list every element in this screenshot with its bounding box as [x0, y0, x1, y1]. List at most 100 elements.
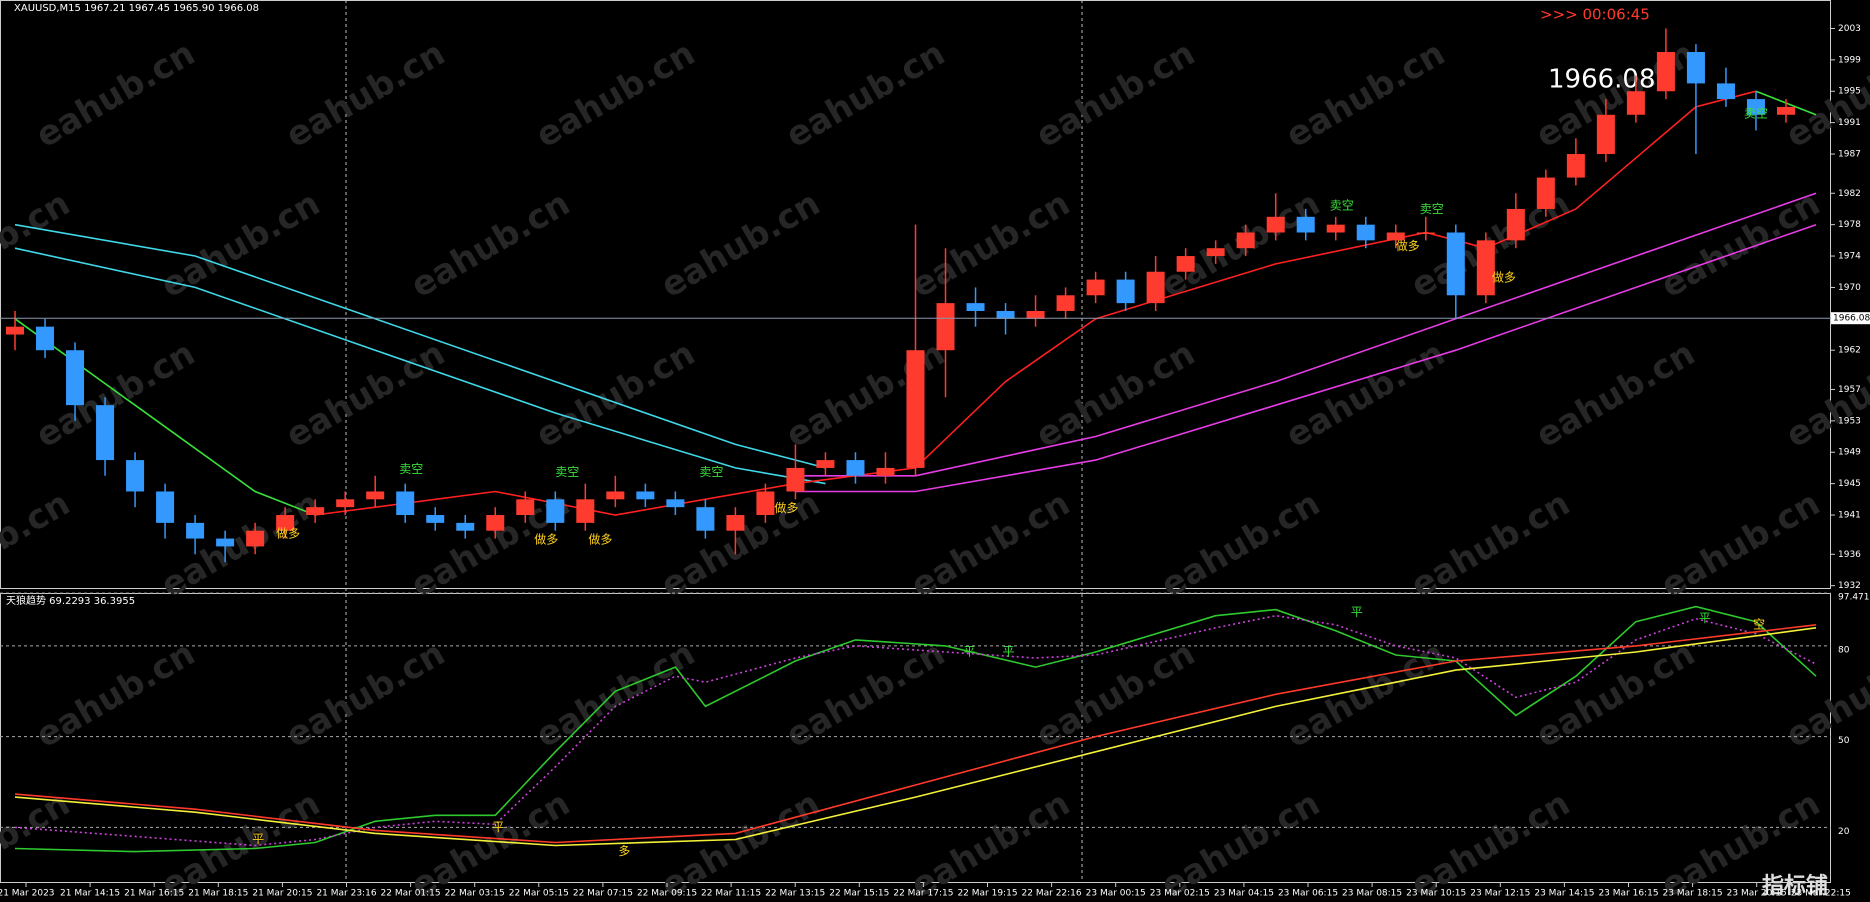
last-price-label: 1966.08: [1833, 314, 1870, 324]
signal-label: 卖空: [699, 465, 723, 479]
y-tick-label: 1932: [1838, 581, 1861, 591]
candle-body: [36, 326, 55, 351]
x-tick-label: 23 Mar 22:15: [1791, 889, 1851, 899]
candle-body: [246, 530, 265, 547]
x-tick-label: 21 Mar 16:15: [124, 889, 184, 899]
candle-body: [1236, 232, 1255, 249]
candle-body: [156, 491, 175, 523]
y-tick-label: 1995: [1838, 87, 1861, 97]
candle-body: [96, 405, 115, 461]
x-tick-label: 21 Mar 20:15: [252, 889, 312, 899]
candle-body: [1656, 52, 1675, 92]
y-tick-label: 1945: [1838, 479, 1861, 489]
candle-body: [306, 507, 325, 516]
candle-body: [1716, 83, 1735, 100]
candle-body: [816, 460, 835, 468]
candle-body: [636, 491, 655, 500]
candle-body: [1026, 310, 1045, 319]
signal-label: 多: [618, 844, 630, 858]
y-tick-label: 2003: [1838, 24, 1861, 34]
candle-body: [216, 538, 235, 547]
candle-body: [666, 499, 685, 508]
candle-body: [696, 507, 715, 531]
x-tick-label: 23 Mar 18:15: [1663, 889, 1723, 899]
y-tick-label: 1982: [1838, 189, 1861, 199]
candle-body: [1356, 224, 1375, 241]
candle-body: [996, 310, 1015, 319]
signal-label: 平: [1699, 611, 1711, 625]
candle-body: [66, 350, 85, 406]
x-tick-label: 23 Mar 20:15: [1727, 889, 1787, 899]
x-tick-label: 22 Mar 01:15: [381, 889, 441, 899]
indicator-title: 天狼趋势 69.2293 36.3955: [6, 594, 135, 607]
signal-label: 平: [252, 832, 264, 846]
candle-body: [426, 515, 445, 523]
candle-body: [1596, 114, 1615, 155]
candle-body: [1326, 224, 1345, 233]
signal-label: 平: [1003, 644, 1015, 658]
candle-body: [516, 499, 535, 516]
y-tick-label: 80: [1838, 645, 1850, 655]
x-tick-label: 22 Mar 09:15: [637, 889, 697, 899]
x-tick-label: 21 Mar 23:16: [316, 889, 376, 899]
candle-body: [1086, 279, 1105, 296]
y-tick-label: 1936: [1838, 550, 1861, 560]
candle-body: [336, 499, 355, 508]
signal-label: 做多: [1396, 238, 1420, 253]
candle-body: [6, 326, 25, 335]
y-tick-label: 1974: [1838, 252, 1861, 262]
x-tick-label: 22 Mar 13:15: [765, 889, 825, 899]
candle-body: [1296, 216, 1315, 233]
candle-body: [1536, 177, 1555, 209]
signal-label: 卖空: [399, 462, 423, 476]
signal-label: 平: [964, 644, 976, 658]
candle-body: [546, 499, 565, 523]
candle-body: [1206, 248, 1225, 257]
signal-label: 平: [492, 820, 504, 834]
x-tick-label: 22 Mar 17:15: [893, 889, 953, 899]
candle-body: [1476, 240, 1495, 296]
candle-body: [1056, 295, 1075, 311]
indicator-line: [14, 247, 826, 485]
last-price-box: [1831, 312, 1870, 325]
x-tick-label: 23 Mar 14:15: [1534, 889, 1594, 899]
x-tick-label: 22 Mar 19:15: [957, 889, 1017, 899]
candle-body: [276, 515, 295, 531]
x-tick-label: 23 Mar 12:15: [1470, 889, 1530, 899]
indicator-line: [315, 90, 1757, 516]
candle-body: [1746, 99, 1765, 115]
indicator-line: [795, 192, 1817, 477]
y-tick-label: 1941: [1838, 511, 1861, 521]
candle-body: [1506, 208, 1525, 241]
candle-body: [606, 491, 625, 500]
sub-frame: [0, 593, 1831, 883]
candle-body: [366, 491, 385, 500]
y-tick-label: 97.471: [1838, 593, 1870, 603]
x-tick-label: 21 Mar 14:15: [60, 889, 120, 899]
candle-body: [576, 499, 595, 523]
indicator-line: [14, 223, 826, 469]
candle-body: [1386, 232, 1405, 241]
last-price-big: 1966.08: [1548, 65, 1656, 95]
candle-body: [786, 467, 805, 492]
signal-label: 平: [1351, 605, 1363, 619]
signal-label: 卖空: [555, 465, 579, 479]
timer: >>> 00:06:45: [1540, 6, 1650, 24]
candle-body: [1116, 279, 1135, 304]
indicator-line: [14, 624, 1817, 844]
candle-body: [396, 491, 415, 516]
candle-body: [1266, 216, 1285, 233]
candle-body: [936, 303, 955, 351]
x-tick-label: 23 Mar 04:15: [1214, 889, 1274, 899]
candle-body: [1626, 91, 1645, 115]
y-tick-label: 1991: [1838, 118, 1861, 128]
x-tick-label: 22 Mar 07:15: [573, 889, 633, 899]
candle-body: [1566, 154, 1585, 178]
candle-body: [126, 460, 145, 492]
signal-label: 做多: [1492, 270, 1516, 285]
candle-body: [1446, 232, 1465, 296]
logo: 指标铺: [1762, 873, 1828, 899]
candle-body: [1416, 232, 1435, 235]
signal-label: 做多: [774, 500, 798, 515]
